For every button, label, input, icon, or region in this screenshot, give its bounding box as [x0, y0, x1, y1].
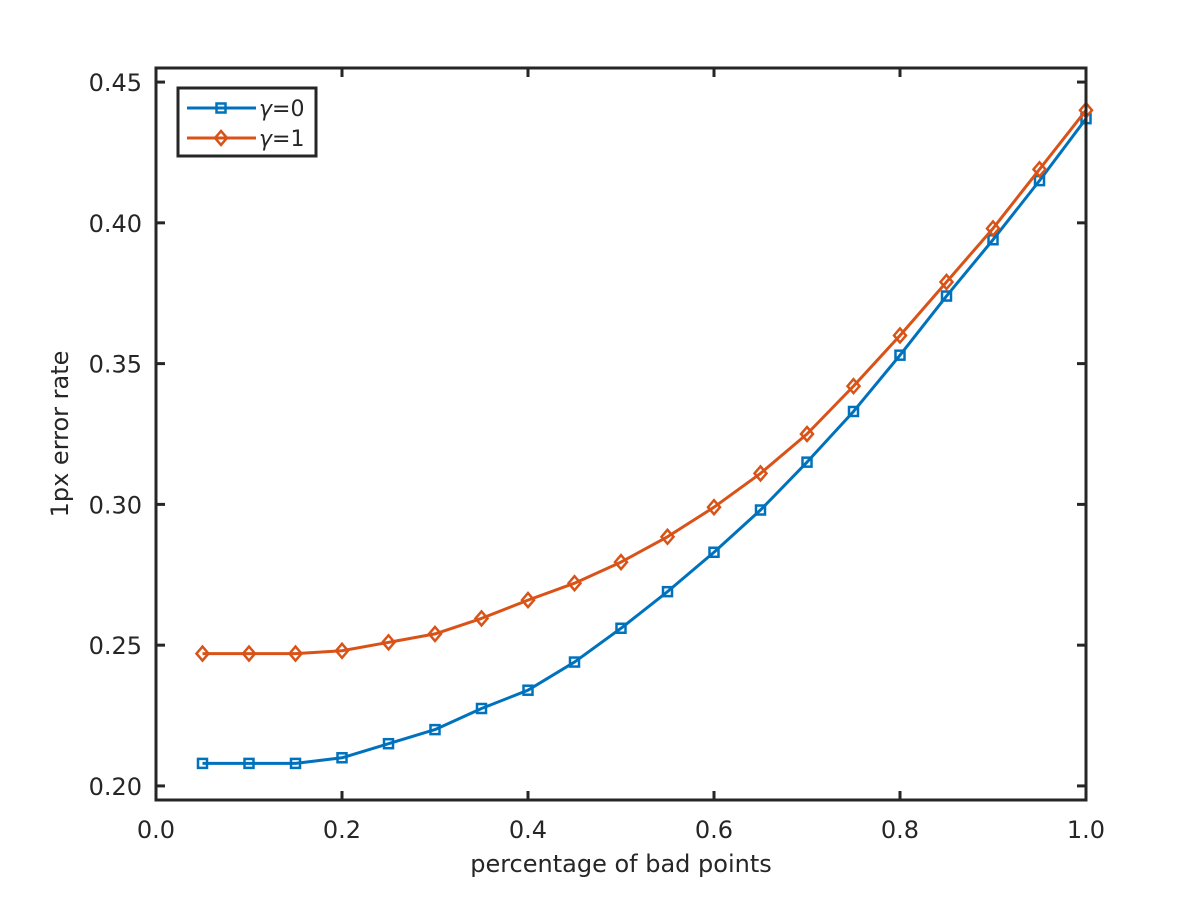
data-point: [894, 349, 906, 361]
series-gamma-1: [194, 101, 1094, 663]
data-point: [475, 702, 488, 715]
y-tick-label: 0.45: [89, 69, 142, 97]
data-point: [845, 377, 862, 396]
legend-entry-gamma-0: γ=0: [187, 97, 304, 122]
data-point: [708, 546, 720, 558]
y-tick-label: 0.20: [89, 773, 142, 801]
y-tick-label: 0.25: [89, 632, 142, 660]
data-point: [615, 622, 627, 635]
data-point: [336, 752, 348, 764]
ticks-layer: 0.0 0.2 0.4 0.6 0.8 1.0 0.20 0.25 0.30 0.35 0.40 0.…: [89, 68, 1105, 844]
data-point: [799, 425, 815, 443]
legend-entry-gamma-1: γ=1: [187, 127, 304, 152]
data-point: [194, 644, 211, 663]
data-point: [196, 757, 209, 770]
data-point: [661, 585, 674, 598]
legend-marker-gamma-0: [215, 102, 227, 114]
x-tick-label: 0.6: [695, 816, 733, 844]
data-point: [985, 219, 1001, 238]
data-point: [938, 273, 955, 291]
data-point: [289, 757, 302, 770]
data-point: [522, 684, 534, 696]
data-point: [613, 553, 629, 572]
y-tick-label: 0.35: [89, 351, 142, 379]
data-point: [427, 624, 443, 643]
data-point: [706, 498, 722, 517]
data-point: [568, 656, 581, 668]
axes-box: [154, 66, 1088, 802]
legend-marker-gamma-1: [213, 129, 229, 147]
data-point: [473, 609, 490, 628]
data-point: [752, 464, 769, 483]
data-point: [380, 633, 397, 652]
x-tick-label: 0.8: [881, 816, 919, 844]
legend-label-gamma-1: γ=1: [259, 127, 304, 152]
data-point: [659, 527, 676, 546]
data-point: [243, 757, 255, 770]
legend-box: [176, 86, 318, 158]
y-tick-label: 0.40: [89, 210, 142, 238]
data-point: [1031, 160, 1048, 179]
data-point: [847, 405, 860, 418]
x-tick-label: 0.0: [137, 816, 175, 844]
series-layer: [194, 101, 1094, 770]
x-axis-title: percentage of bad points: [470, 850, 772, 878]
legend-gamma-value: =0: [272, 97, 304, 122]
series-line: [202, 117, 1088, 765]
data-point: [801, 456, 813, 468]
data-point: [287, 644, 304, 663]
legend-label-gamma-0: γ=0: [259, 97, 304, 122]
legend-gamma-symbol: γ: [259, 97, 273, 122]
x-tick-label: 1.0: [1067, 816, 1105, 844]
legend-gamma-symbol: γ: [259, 127, 273, 152]
legend: γ=0 γ=1: [176, 86, 318, 158]
plot-area: [156, 68, 1086, 800]
data-point: [334, 641, 350, 660]
legend-gamma-value: =1: [272, 127, 304, 152]
y-axis-title: 1px error rate: [46, 351, 74, 518]
x-tick-label: 0.2: [323, 816, 361, 844]
data-point: [754, 504, 767, 516]
data-point: [429, 723, 441, 736]
x-tick-label: 0.4: [509, 816, 547, 844]
data-point: [520, 591, 536, 610]
data-point: [241, 644, 257, 663]
series-line: [202, 109, 1088, 656]
y-tick-label: 0.30: [89, 491, 142, 519]
data-point: [382, 737, 395, 750]
data-point: [940, 290, 953, 302]
data-point: [892, 326, 908, 345]
data-point: [566, 574, 583, 593]
series-gamma-0: [196, 112, 1092, 770]
